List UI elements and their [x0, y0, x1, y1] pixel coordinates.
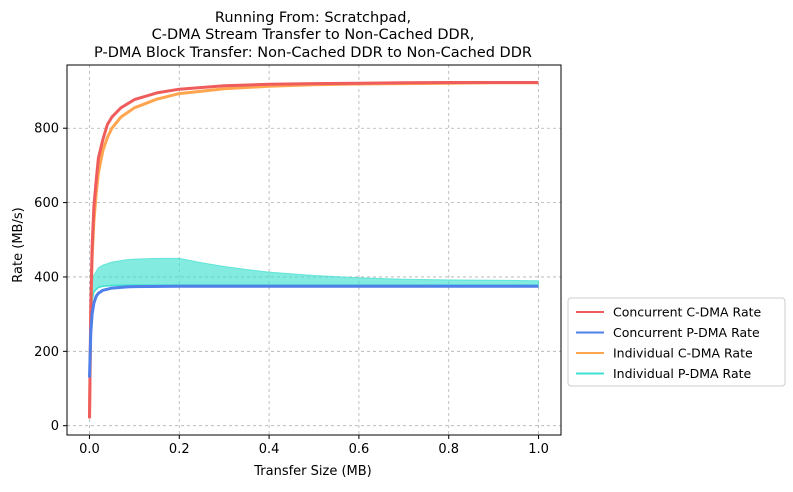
series-concurrent-p-dma-rate	[88, 284, 539, 378]
y-tick-label: 800	[34, 122, 59, 137]
x-tick-label: 0.2	[169, 442, 190, 457]
series-band	[89, 257, 539, 370]
x-tick-label: 0.4	[259, 442, 280, 457]
chart-title-line-2: C-DMA Stream Transfer to Non-Cached DDR,	[152, 27, 475, 43]
legend-label: Concurrent C-DMA Rate	[613, 305, 762, 320]
legend-label: Individual P-DMA Rate	[613, 366, 752, 381]
axes: 0.0 0.2 0.4 0.6 0.8 1.0 0 200 400 600 800	[34, 64, 562, 457]
y-tick-label: 0	[51, 419, 59, 434]
x-tick-label: 0.8	[438, 442, 459, 457]
chart-title: Running From: Scratchpad, C-DMA Stream T…	[94, 10, 532, 61]
y-tick-label: 400	[34, 270, 59, 285]
y-tick-label: 600	[34, 196, 59, 211]
series-concurrent-c-dma-rate	[88, 81, 539, 419]
series-layer	[88, 81, 539, 419]
chart-title-line-1: Running From: Scratchpad,	[215, 10, 411, 26]
y-axis-label: Rate (MB/s)	[11, 207, 26, 282]
y-tick-label: 200	[34, 345, 59, 360]
x-tick-label: 1.0	[528, 442, 549, 457]
series-line	[88, 81, 539, 419]
legend-label: Concurrent P-DMA Rate	[613, 325, 760, 340]
series-line	[88, 284, 539, 378]
plot-frame	[66, 64, 562, 436]
x-tick-label: 0.0	[79, 442, 100, 457]
grid	[67, 65, 561, 435]
series-individual-c-dma-rate	[88, 81, 539, 419]
series-individual-p-dma-rate	[88, 257, 539, 370]
legend-label: Individual C-DMA Rate	[613, 346, 753, 361]
legend-box	[567, 297, 786, 387]
x-tick-label: 0.6	[349, 442, 370, 457]
chart-title-line-3: P-DMA Block Transfer: Non-Cached DDR to …	[94, 45, 532, 61]
x-axis-label: Transfer Size (MB)	[253, 464, 372, 479]
series-line	[88, 284, 539, 370]
legend: Concurrent C-DMA Rate Concurrent P-DMA Ra…	[567, 297, 786, 387]
series-line	[88, 81, 539, 419]
